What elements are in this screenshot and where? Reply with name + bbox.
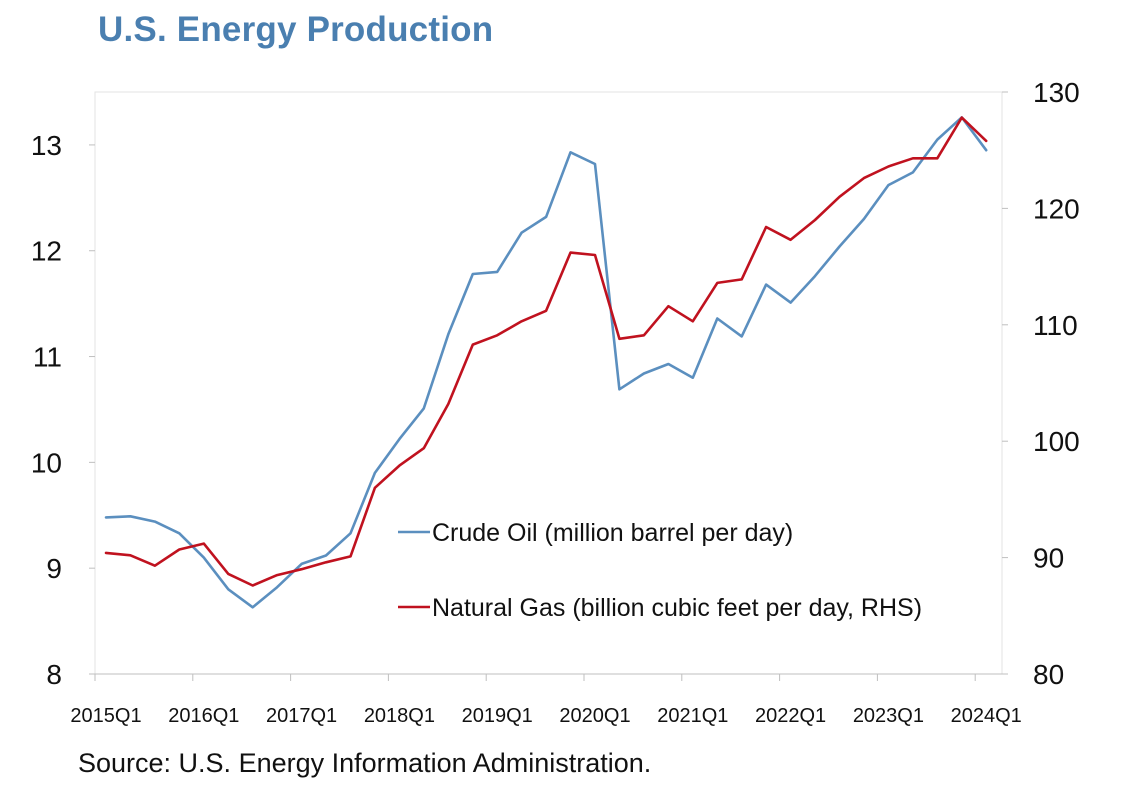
x-tick-label: 2017Q1 [266, 705, 337, 727]
y-left-tick-label: 13 [31, 130, 62, 161]
y-right-tick-label: 110 [1033, 310, 1078, 341]
series-line-natural-gas [104, 116, 988, 587]
x-tick-label: 2023Q1 [853, 705, 924, 727]
series-layer [104, 116, 988, 609]
y-left-tick-label: 9 [46, 553, 62, 584]
legend-label-crude: Crude Oil (million barrel per day) [432, 519, 793, 547]
y-right-tick-label: 100 [1033, 426, 1080, 457]
x-tick-label: 2024Q1 [951, 705, 1022, 727]
legend: Crude Oil (million barrel per day) Natur… [398, 519, 922, 622]
series-line-crude-oil [104, 116, 988, 609]
y-right-tick-label: 90 [1033, 543, 1064, 574]
legend-label-gas: Natural Gas (billion cubic feet per day,… [432, 594, 922, 622]
y-right-tick-label: 120 [1033, 193, 1080, 224]
x-tick-label: 2019Q1 [462, 705, 533, 727]
y-left-tick-label: 10 [31, 447, 62, 478]
y-left-tick-label: 11 [33, 342, 62, 373]
y-right-tick-label: 80 [1033, 659, 1064, 690]
y-left-tick-label: 8 [46, 659, 62, 690]
x-tick-label: 2015Q1 [70, 705, 141, 727]
x-tick-label: 2021Q1 [657, 705, 728, 727]
x-tick-label: 2020Q1 [559, 705, 630, 727]
source-note: Source: U.S. Energy Information Administ… [78, 748, 652, 778]
x-tick-label: 2022Q1 [755, 705, 826, 727]
x-axis: 2015Q1 2016Q1 2017Q1 2018Q1 2019Q1 2020Q1 2021… [70, 673, 1022, 727]
chart-title: U.S. Energy Production [98, 10, 494, 49]
x-tick-label: 2018Q1 [364, 705, 435, 727]
plot-area [94, 91, 1003, 675]
y-left-tick-label: 12 [31, 236, 62, 267]
y-right-tick-label: 130 [1033, 77, 1080, 108]
y-axis-right: 80 90 100 110 120 130 [1002, 77, 1080, 690]
x-tick-label: 2016Q1 [168, 705, 239, 727]
y-axis-left: 8 9 10 11 12 13 [31, 130, 95, 690]
